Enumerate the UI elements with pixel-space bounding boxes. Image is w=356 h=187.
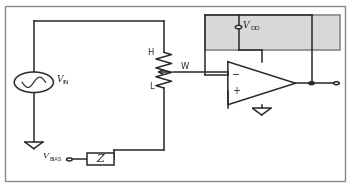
Text: IN: IN [63, 80, 69, 85]
Circle shape [309, 82, 314, 85]
Text: −: − [232, 70, 240, 80]
Bar [205, 15, 340, 50]
Bar [87, 153, 114, 165]
Circle shape [67, 158, 72, 161]
Text: H: H [147, 48, 154, 57]
Text: Z: Z [97, 154, 104, 164]
Text: W: W [180, 62, 189, 71]
Text: +: + [232, 86, 240, 96]
Text: L: L [149, 82, 154, 91]
Text: V: V [56, 75, 63, 84]
Text: V: V [243, 21, 249, 30]
Circle shape [235, 25, 242, 29]
Circle shape [334, 82, 339, 85]
Circle shape [14, 72, 53, 93]
Text: DD: DD [250, 26, 260, 30]
Text: V: V [43, 152, 49, 160]
Text: BIAS: BIAS [49, 157, 62, 162]
